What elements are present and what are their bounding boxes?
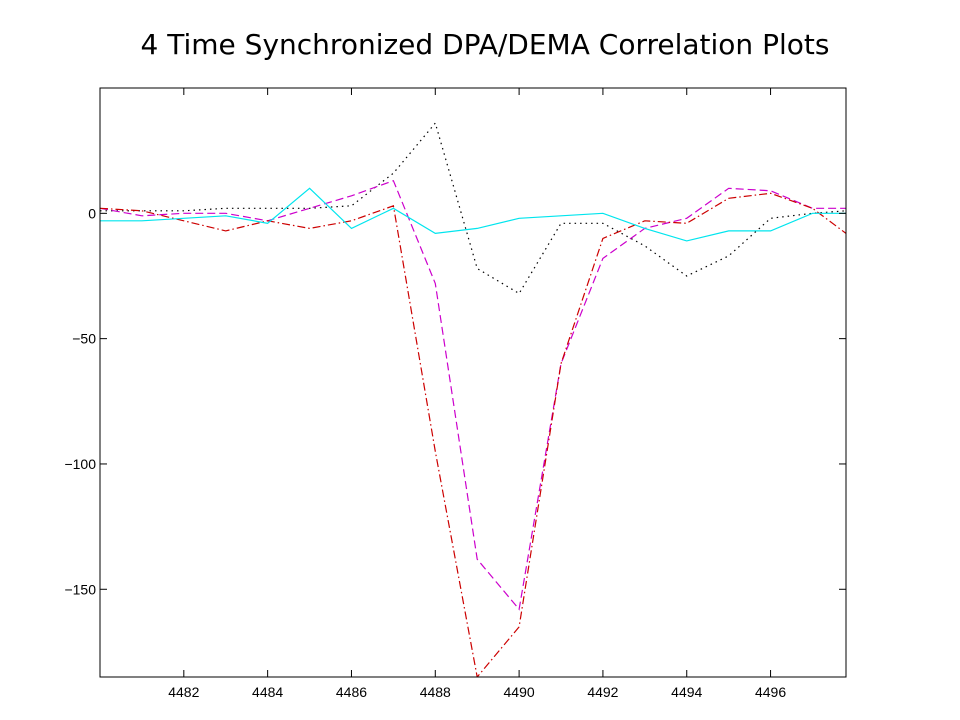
series-line-3 [100,192,846,677]
x-tick-label: 4482 [168,684,199,700]
x-tick-label: 4496 [755,684,786,700]
chart-title: 4 Time Synchronized DPA/DEMA Correlation… [140,28,830,61]
x-tick-label: 4490 [504,684,535,700]
x-tick-label: 4488 [420,684,451,700]
plot-frame [99,87,847,678]
y-tick-label: −150 [64,581,96,597]
series-line-4 [100,187,846,242]
x-tick-label: 4492 [587,684,618,700]
y-tick-label: 0 [88,205,96,221]
x-tick-label: 4484 [252,684,283,700]
x-tick-label: 4494 [671,684,702,700]
y-tick-label: −100 [64,456,96,472]
y-tick-label: −50 [72,331,96,347]
series-line-2 [100,179,846,611]
series-line-1 [100,121,846,295]
x-tick-label: 4486 [336,684,367,700]
